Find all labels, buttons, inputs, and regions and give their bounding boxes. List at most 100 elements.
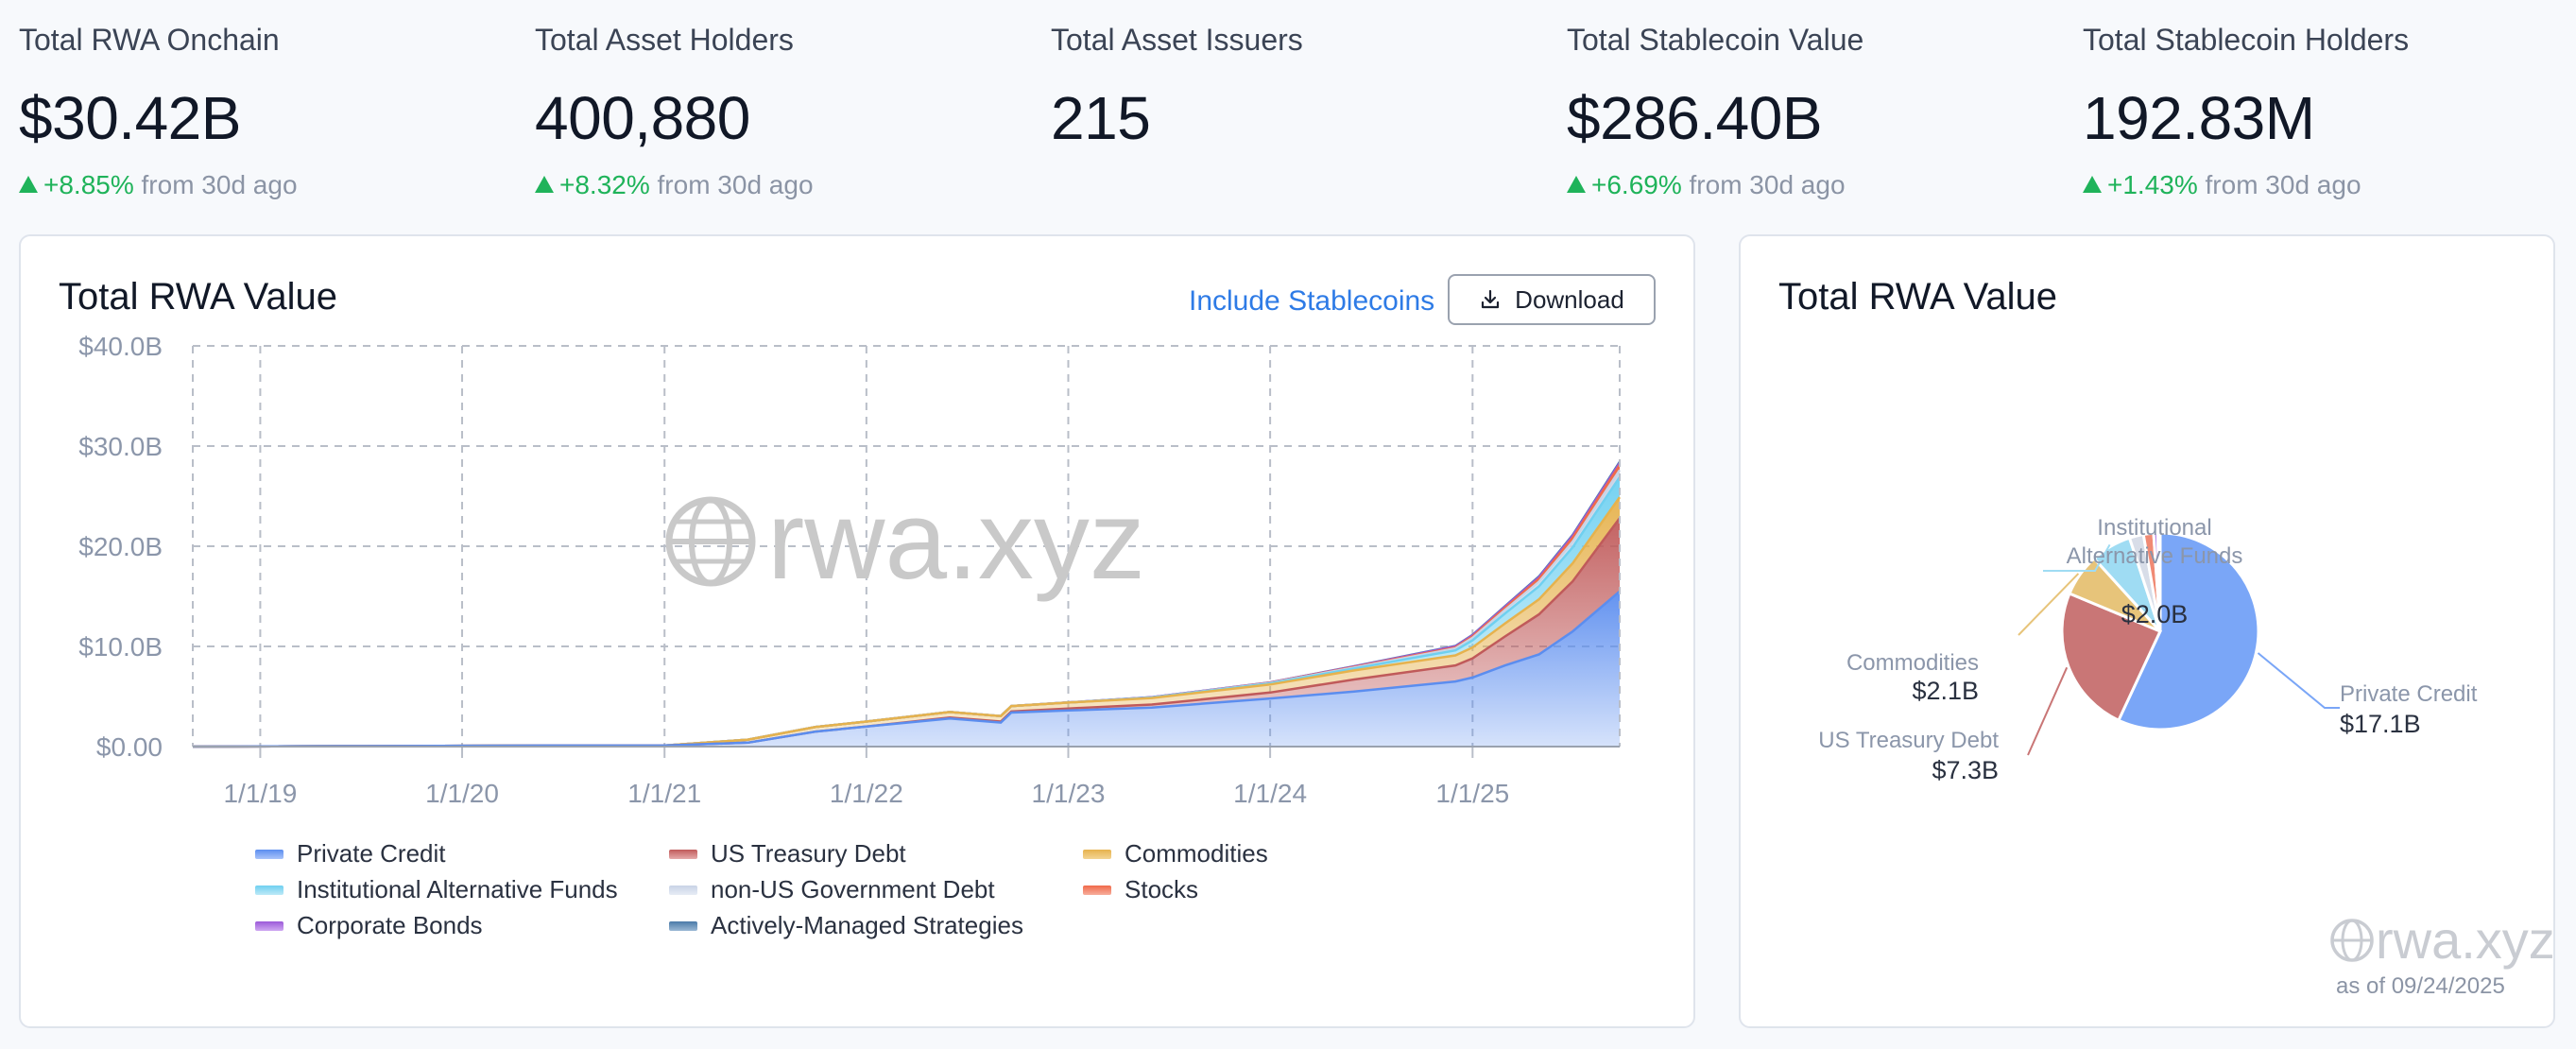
- legend-item-stocks[interactable]: Stocks: [1083, 875, 1198, 904]
- stat-value: $30.42B: [19, 84, 241, 152]
- stat-value: 215: [1051, 84, 1151, 152]
- pie-label-leader: [2027, 666, 2069, 756]
- pie-slices: [2060, 531, 2260, 731]
- pie-slice-private-credit[interactable]: [2116, 531, 2260, 731]
- stat-label: Total Asset Holders: [535, 23, 794, 57]
- y-tick-label: $40.0B: [78, 332, 163, 361]
- pie-label-leader: [2257, 652, 2340, 709]
- x-tick-label: 1/1/22: [830, 779, 903, 808]
- stat-value: $286.40B: [1567, 84, 1823, 152]
- x-tick-label: 1/1/25: [1435, 779, 1509, 808]
- pie-label-value: $2.0B: [2121, 600, 2189, 628]
- stat-change-pct: +8.85%: [43, 170, 134, 199]
- legend-label: Stocks: [1125, 875, 1199, 903]
- area-chart: rwa.xyz $0.00 $10.0B $20.0B $30.0B $40.0B 1/1…: [78, 332, 1622, 808]
- stat-label: Total Stablecoin Value: [1567, 23, 1864, 57]
- stat-change-suffix: from 30d ago: [657, 170, 814, 199]
- x-tick-label: 1/1/19: [223, 779, 297, 808]
- stat-change: +8.85% from 30d ago: [19, 168, 510, 202]
- legend-swatch: [669, 920, 697, 931]
- x-tick-label: 1/1/23: [1032, 779, 1106, 808]
- legend-label: Institutional Alternative Funds: [297, 875, 618, 903]
- area-chart-title: Total RWA Value: [59, 276, 337, 318]
- pie-slice-actively-managed-strategies[interactable]: [2155, 531, 2162, 632]
- as-of-date: as of 09/24/2025: [2336, 973, 2505, 999]
- stats-row: Total RWA Onchain $30.42B +8.85% from 30…: [0, 0, 2576, 217]
- download-icon: [1482, 289, 1500, 309]
- area-series-private-credit[interactable]: [193, 591, 1620, 747]
- include-stablecoins-toggle[interactable]: Include Stablecoins: [1189, 285, 1435, 317]
- x-tick-label: 1/1/24: [1233, 779, 1307, 808]
- download-button-label: Download: [1515, 284, 1624, 314]
- stat-label: Total Stablecoin Holders: [2083, 23, 2410, 57]
- legend-label: US Treasury Debt: [711, 839, 906, 868]
- stat-change: +1.43% from 30d ago: [2083, 168, 2574, 202]
- stat-total-stablecoin-value: Total Stablecoin Value $286.40B +6.69% f…: [1567, 21, 2058, 202]
- stat-value: 192.83M: [2083, 84, 2315, 152]
- up-arrow-icon: [535, 176, 554, 193]
- y-tick-label: $30.0B: [78, 432, 163, 461]
- legend-swatch: [1083, 849, 1111, 859]
- pie-slice-us-treasury-debt[interactable]: [2060, 592, 2163, 723]
- stat-label: Total Asset Issuers: [1051, 23, 1303, 57]
- area-chart-card: [19, 234, 1695, 1028]
- pie-label-name: Institutional: [2097, 515, 2211, 541]
- pie-label-name: Private Credit: [2340, 681, 2478, 707]
- download-button[interactable]: Download: [1448, 274, 1656, 325]
- pie-label-value: $7.3B: [1932, 756, 1999, 784]
- stat-total-stablecoin-holders: Total Stablecoin Holders 192.83M +1.43% …: [2083, 21, 2574, 202]
- chart-axes: $0.00 $10.0B $20.0B $30.0B $40.0B 1/1/19 1/1/2…: [78, 332, 1621, 808]
- pie-chart-title: Total RWA Value: [1778, 276, 2057, 318]
- legend-swatch: [1083, 885, 1111, 895]
- legend-swatch: [255, 849, 283, 859]
- x-tick-label: 1/1/21: [627, 779, 701, 808]
- legend-label: Actively-Managed Strategies: [711, 911, 1023, 939]
- pie-chart: Private Credit $17.1B US Treasury Debt $7.3…: [1818, 515, 2555, 970]
- legend-swatch: [255, 920, 283, 931]
- stat-change: +6.69% from 30d ago: [1567, 168, 2058, 202]
- legend-item-actively-managed-strategies[interactable]: Actively-Managed Strategies: [669, 911, 1023, 940]
- legend-item-institutional-alternative-funds[interactable]: Institutional Alternative Funds: [255, 875, 618, 904]
- watermark-text: rwa.xyz: [767, 478, 1145, 603]
- legend-label: Corporate Bonds: [297, 911, 483, 939]
- pie-label-leader: [2018, 573, 2080, 636]
- stat-change-suffix: from 30d ago: [141, 170, 298, 199]
- up-arrow-icon: [2083, 176, 2102, 193]
- pie-label-value: $2.1B: [1912, 677, 1979, 705]
- legend-swatch: [669, 885, 697, 895]
- stat-change-pct: +1.43%: [2107, 170, 2198, 199]
- area-line-private-credit: [192, 590, 1621, 748]
- legend-swatch: [669, 849, 697, 859]
- up-arrow-icon: [19, 176, 38, 193]
- stat-label: Total RWA Onchain: [19, 23, 280, 57]
- chart-series: [192, 461, 1622, 748]
- legend-label: Commodities: [1125, 839, 1268, 868]
- legend-item-commodities[interactable]: Commodities: [1083, 839, 1268, 868]
- x-tick-label: 1/1/20: [425, 779, 499, 808]
- legend-item-corporate-bonds[interactable]: Corporate Bonds: [255, 911, 483, 940]
- stat-change-suffix: from 30d ago: [1689, 170, 1846, 199]
- legend-item-us-treasury-debt[interactable]: US Treasury Debt: [669, 839, 906, 868]
- stat-change: +8.32% from 30d ago: [535, 168, 1026, 202]
- legend-label: Private Credit: [297, 839, 446, 868]
- watermark: rwa.xyz: [665, 478, 1145, 603]
- pie-labels: Private Credit $17.1B US Treasury Debt $7.3…: [1818, 515, 2477, 784]
- legend-item-private-credit[interactable]: Private Credit: [255, 839, 446, 868]
- stat-total-asset-issuers: Total Asset Issuers 215: [1051, 21, 1542, 155]
- y-tick-label: $10.0B: [78, 632, 163, 662]
- y-tick-label: $20.0B: [78, 532, 163, 561]
- watermark-text: rwa.xyz: [2376, 910, 2555, 970]
- pie-label-name: Alternative Funds: [2067, 543, 2243, 569]
- pie-label-name: US Treasury Debt: [1818, 728, 1999, 753]
- stat-change-suffix: from 30d ago: [2205, 170, 2361, 199]
- legend-swatch: [255, 885, 283, 895]
- legend-item-non-us-government-debt[interactable]: non-US Government Debt: [669, 875, 995, 904]
- watermark: rwa.xyz: [2330, 910, 2555, 970]
- legend-label: non-US Government Debt: [711, 875, 995, 903]
- chart-legend: Private Credit US Treasury Debt Commodit…: [255, 839, 1342, 953]
- stat-change-pct: +8.32%: [559, 170, 650, 199]
- stat-value: 400,880: [535, 84, 750, 152]
- stat-total-rwa-onchain: Total RWA Onchain $30.42B +8.85% from 30…: [19, 21, 510, 202]
- stat-change-pct: +6.69%: [1591, 170, 1682, 199]
- up-arrow-icon: [1567, 176, 1586, 193]
